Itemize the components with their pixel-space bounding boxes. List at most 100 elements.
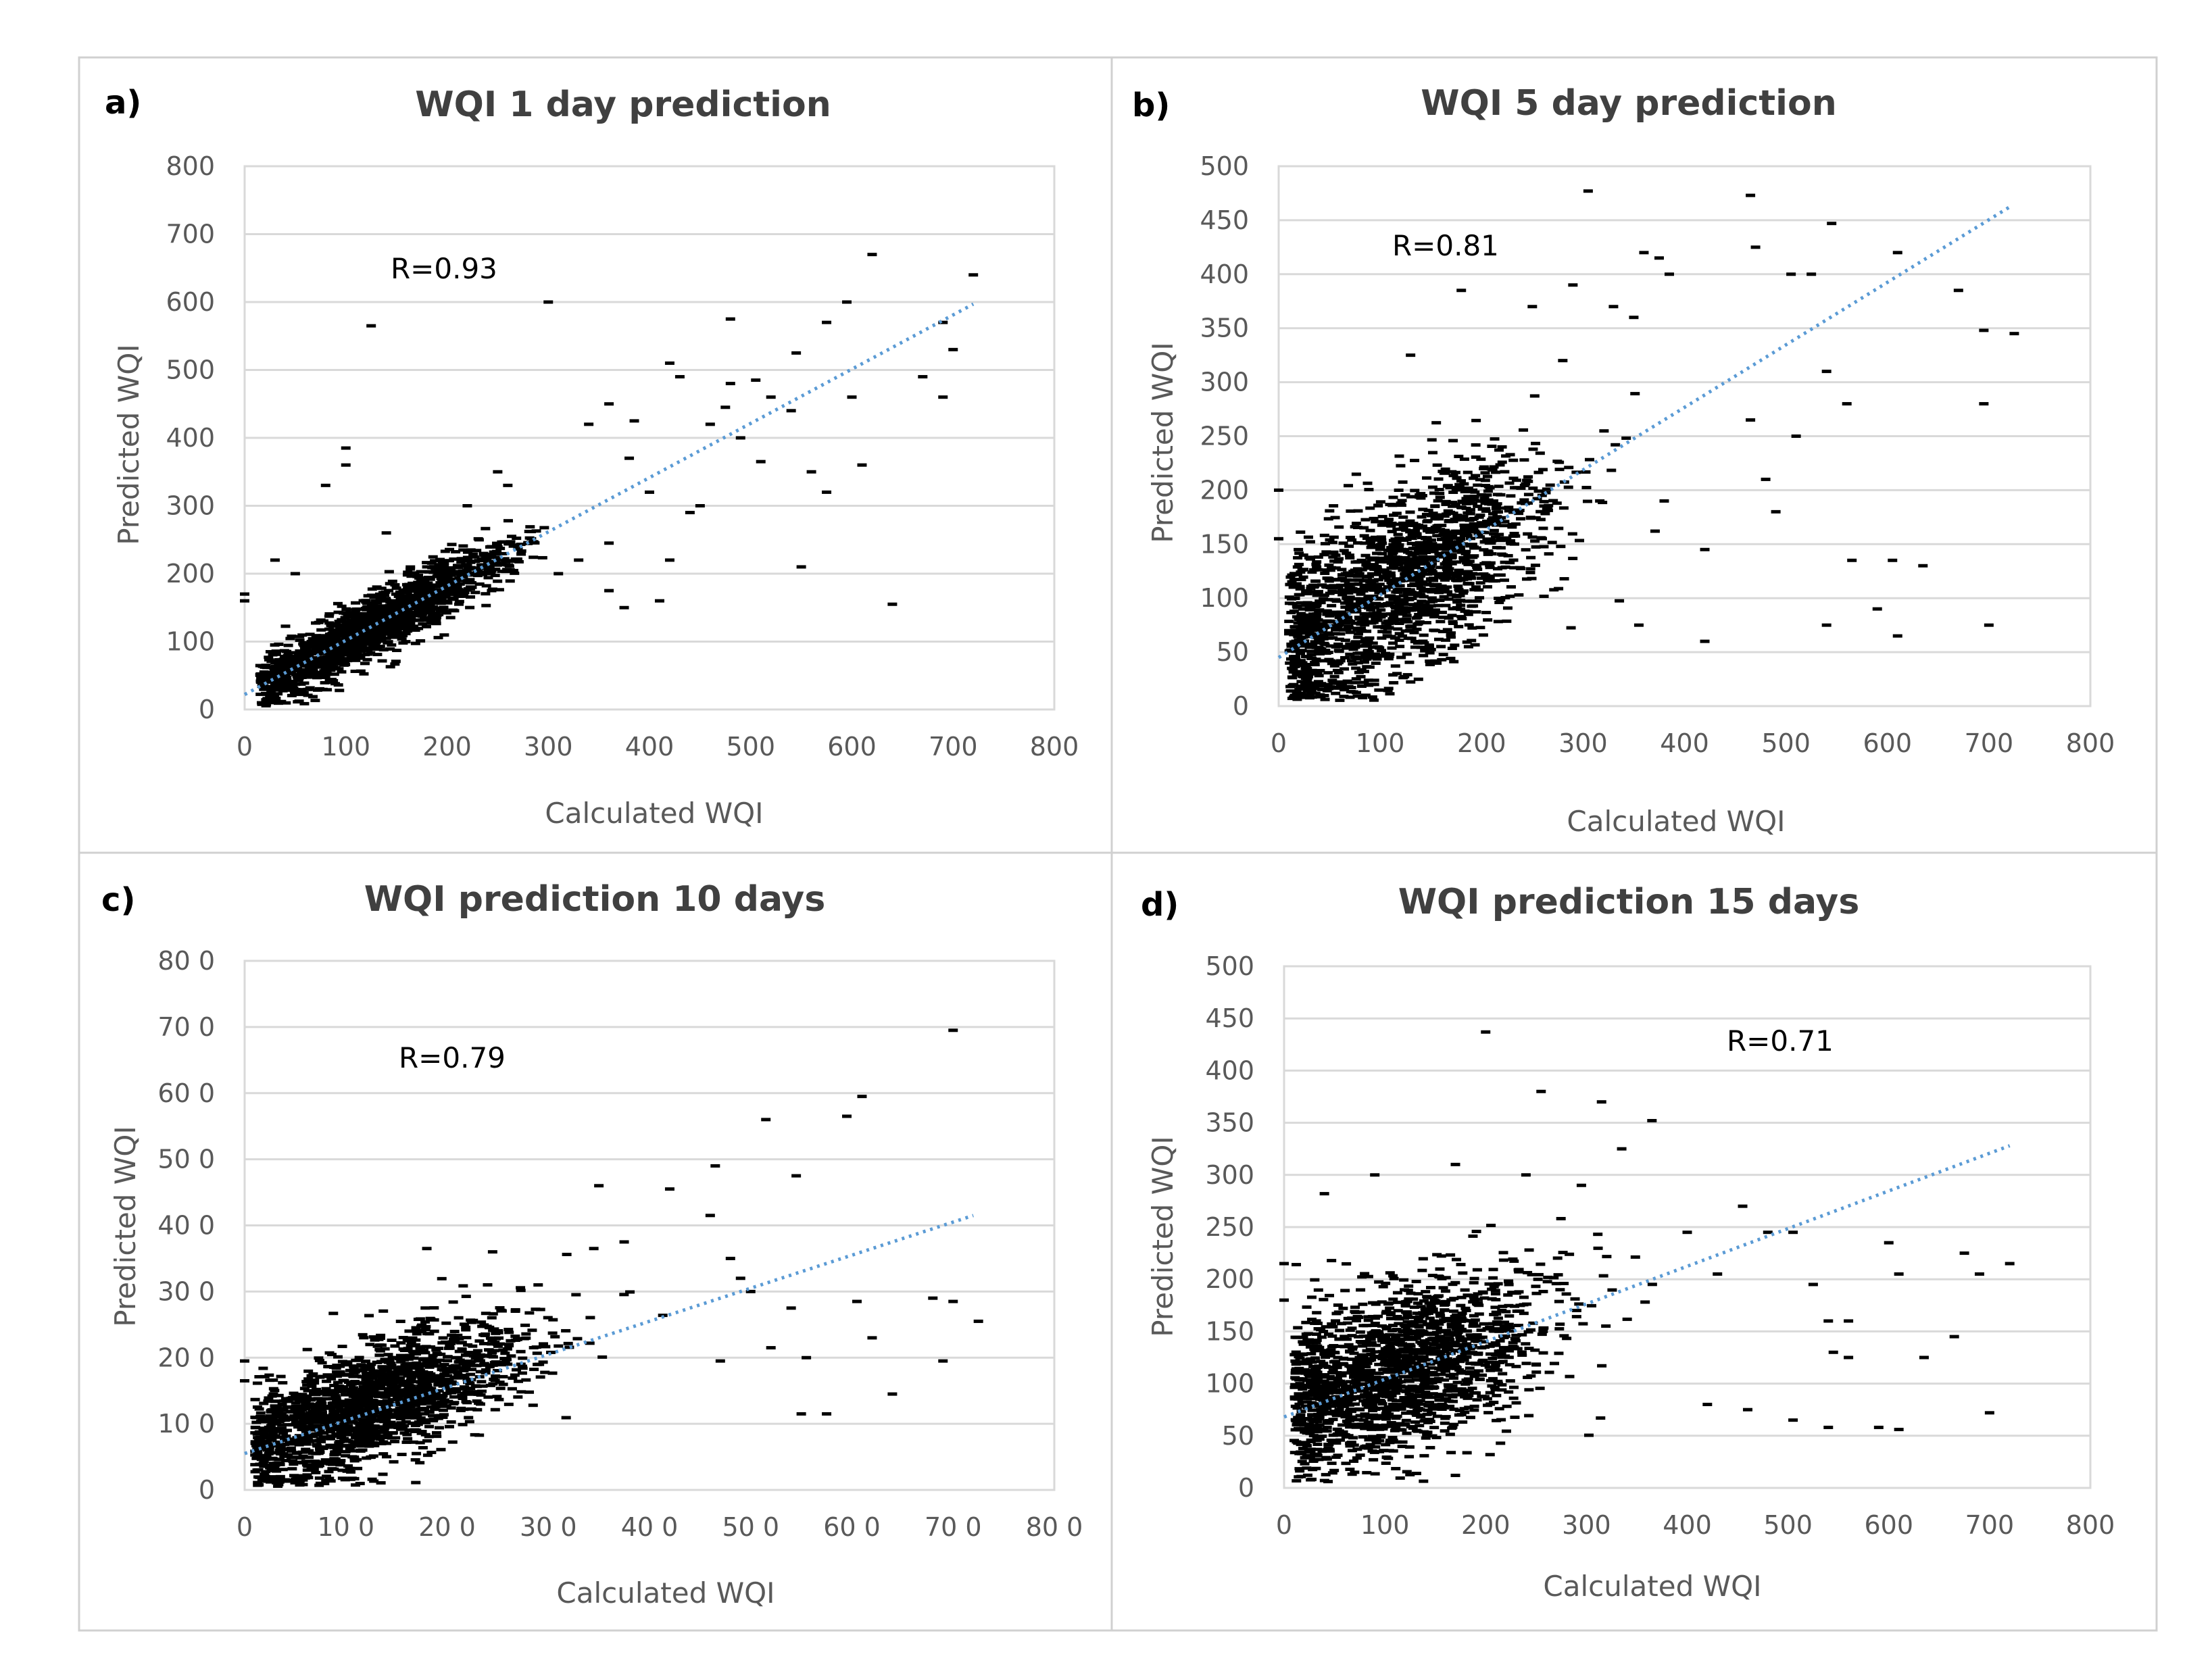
data-point: [503, 519, 513, 523]
data-point: [1304, 696, 1314, 700]
data-point: [1452, 514, 1463, 518]
data-point: [1342, 596, 1352, 600]
data-point: [1433, 637, 1444, 641]
data-point: [328, 665, 339, 669]
data-point: [376, 626, 387, 630]
data-point: [1437, 630, 1448, 634]
data-point: [308, 695, 318, 699]
y-tick-label: 300: [1200, 368, 1249, 397]
data-point: [516, 1349, 526, 1353]
data-point: [1471, 474, 1481, 478]
data-point: [1979, 328, 1989, 332]
data-point: [1465, 512, 1475, 516]
data-point: [1485, 486, 1495, 490]
data-point: [492, 1368, 502, 1372]
data-point: [501, 559, 511, 564]
data-point: [320, 680, 330, 684]
data-point: [308, 637, 318, 641]
data-point: [424, 1424, 435, 1428]
data-point: [1423, 609, 1433, 614]
data-point: [516, 1390, 526, 1394]
data-point: [402, 587, 412, 591]
data-point: [1444, 567, 1454, 571]
data-point: [1376, 608, 1386, 612]
data-point: [1446, 631, 1456, 635]
data-point: [473, 574, 483, 578]
data-point: [1446, 576, 1456, 580]
data-point: [378, 1472, 388, 1476]
scatter-points: [240, 1028, 983, 1488]
data-point: [1470, 490, 1480, 494]
data-point: [1499, 578, 1509, 582]
data-point: [495, 1380, 505, 1385]
data-point: [438, 1336, 448, 1340]
data-point: [387, 1339, 397, 1342]
data-point: [1508, 534, 1518, 538]
data-point: [420, 578, 430, 582]
data-point: [1918, 564, 1928, 568]
data-point: [390, 1375, 400, 1379]
data-point: [1331, 599, 1342, 603]
data-point: [1294, 547, 1304, 551]
data-point: [887, 602, 898, 606]
data-point: [437, 579, 447, 583]
data-point: [968, 273, 979, 277]
data-point: [441, 1404, 451, 1408]
data-point: [268, 700, 278, 704]
data-point: [1362, 537, 1372, 541]
y-tick-label: 100: [166, 627, 215, 657]
data-point: [1458, 500, 1469, 504]
data-point: [446, 1420, 456, 1424]
data-point: [1468, 530, 1478, 534]
data-point: [306, 1374, 316, 1378]
data-point: [585, 1316, 595, 1320]
data-point: [390, 583, 400, 587]
data-point: [415, 1461, 425, 1465]
data-point: [1471, 455, 1481, 459]
data-point: [1300, 617, 1310, 621]
data-point: [1519, 458, 1529, 462]
data-point: [439, 633, 449, 637]
data-point: [720, 405, 731, 409]
data-point: [443, 1359, 453, 1363]
data-point: [1471, 610, 1481, 614]
x-tick-label: 600: [827, 732, 877, 762]
data-point: [1333, 622, 1344, 626]
data-point: [1509, 508, 1519, 512]
data-point: [472, 1349, 483, 1353]
data-point: [276, 1444, 286, 1448]
data-point: [1337, 591, 1348, 595]
data-point: [270, 676, 280, 680]
data-point: [1404, 568, 1414, 572]
data-point: [521, 1332, 531, 1336]
data-point: [1365, 528, 1375, 532]
data-point: [532, 1351, 542, 1355]
data-point: [458, 1284, 468, 1288]
data-point: [475, 566, 485, 570]
data-point: [263, 687, 273, 691]
data-point: [494, 1397, 504, 1401]
data-point: [1310, 605, 1321, 609]
data-point: [1285, 684, 1296, 689]
data-point: [1419, 641, 1429, 645]
data-point: [1402, 614, 1412, 618]
data-point: [483, 1283, 493, 1287]
data-point: [292, 1478, 302, 1482]
data-point: [416, 639, 426, 643]
data-point: [1337, 568, 1347, 572]
data-point: [295, 649, 305, 653]
data-point: [312, 1443, 322, 1447]
data-point: [311, 647, 321, 651]
data-point: [432, 574, 442, 578]
data-point: [466, 560, 476, 564]
data-point: [274, 1426, 284, 1430]
data-point: [1490, 437, 1500, 441]
data-point: [376, 620, 386, 624]
data-point: [474, 538, 484, 542]
data-point: [278, 1468, 288, 1472]
data-point: [1406, 591, 1417, 595]
data-point: [265, 1378, 275, 1382]
x-tick-label: 500: [1761, 728, 1811, 758]
data-point: [1405, 519, 1415, 523]
data-point: [1415, 580, 1425, 584]
